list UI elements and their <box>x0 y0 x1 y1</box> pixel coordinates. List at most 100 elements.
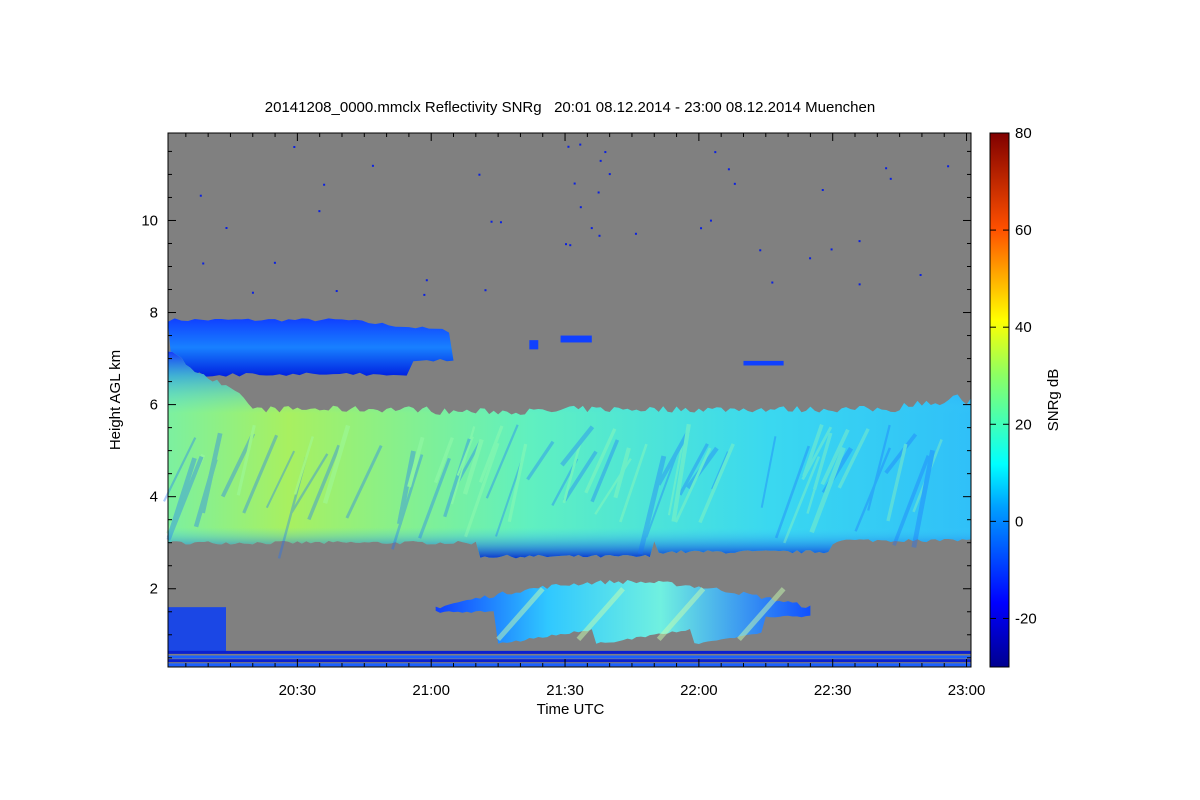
near-surface-band <box>168 663 971 667</box>
echo-patch <box>560 335 592 343</box>
fall-streak <box>551 458 579 507</box>
fall-streak <box>450 426 476 505</box>
fall-streak <box>821 447 854 495</box>
noise-pixel <box>567 145 570 148</box>
x-tick-label: 20:30 <box>279 682 317 699</box>
noise-pixel <box>919 274 922 277</box>
x-tick-label: 22:00 <box>680 682 718 699</box>
noise-pixel <box>858 283 861 286</box>
fall-streak <box>613 447 631 499</box>
fall-streak <box>200 432 223 514</box>
noise-pixel <box>225 227 228 230</box>
fall-streak <box>674 447 712 523</box>
colorbar-tick-label: 80 <box>1015 125 1032 142</box>
plot-frame <box>167 132 972 668</box>
echo-patch <box>743 360 784 366</box>
noise-pixel <box>830 248 833 251</box>
noise-pixel <box>335 290 338 293</box>
noise-pixel <box>202 262 205 265</box>
fall-streak <box>265 450 296 509</box>
fall-streak <box>671 423 691 522</box>
noise-pixel <box>371 164 374 167</box>
y-axis-label: Height AGL km <box>107 350 124 450</box>
fall-streak <box>433 437 454 484</box>
fall-streak <box>820 428 850 486</box>
near-surface-band <box>168 650 971 654</box>
fall-streak <box>594 458 632 515</box>
fall-streak <box>698 443 735 524</box>
chart-title: 20141208_0000.mmclx Reflectivity SNRg 20… <box>264 99 876 116</box>
fall-streak <box>307 444 341 521</box>
fall-streak <box>464 442 500 538</box>
noise-pixel <box>821 189 824 192</box>
noise-pixel <box>604 151 607 154</box>
noise-pixel <box>809 257 812 260</box>
x-tick-label: 22:30 <box>814 682 852 699</box>
fall-streak <box>399 445 422 511</box>
x-axis-label: Time UTC <box>537 701 605 718</box>
fall-streak <box>560 425 595 467</box>
fall-streak <box>166 455 204 541</box>
fall-streak <box>478 425 504 483</box>
fall-streak <box>322 424 351 504</box>
fall-streak <box>886 443 908 522</box>
fall-streak <box>290 453 329 514</box>
noise-pixel <box>251 291 254 294</box>
noise-pixel <box>700 227 703 230</box>
colorbar-tick-label: 40 <box>1015 319 1032 336</box>
fall-streak <box>656 431 690 486</box>
fall-streak <box>806 432 833 514</box>
noise-pixel <box>733 182 736 185</box>
fall-streak <box>450 440 482 495</box>
fall-streak <box>892 455 931 546</box>
low-cloud-band <box>435 580 811 645</box>
y-tick-label: 2 <box>150 581 158 598</box>
fall-streak <box>584 428 617 494</box>
near-surface-band <box>168 655 971 659</box>
noise-pixel <box>490 220 493 223</box>
noise-pixel <box>598 234 601 237</box>
low-band-streak <box>496 587 545 642</box>
colorbar-scale <box>989 132 1010 668</box>
y-tick-label: 6 <box>150 397 158 414</box>
colorbar-tick-label: 20 <box>1015 416 1032 433</box>
y-tick-label: 10 <box>141 212 158 229</box>
low-band-streaks <box>496 587 786 642</box>
noise-pixel <box>947 165 950 168</box>
fall-streak <box>407 436 425 488</box>
low-band-streak <box>737 587 786 642</box>
upper-cloud-layer <box>168 318 454 377</box>
near-surface-band <box>168 659 971 663</box>
fall-streak <box>562 450 598 502</box>
noise-pixel <box>423 293 426 296</box>
noise-pixel <box>565 243 568 246</box>
fall-streak <box>507 443 528 523</box>
fall-streak <box>396 450 416 525</box>
fall-streak <box>912 439 943 513</box>
colorbar-tick-label: 0 <box>1015 513 1023 530</box>
noise-pixel <box>889 177 892 180</box>
noise-pixel <box>199 194 202 197</box>
noise-pixel <box>599 159 602 162</box>
noise-pixel <box>293 146 296 149</box>
noise-pixel <box>714 151 717 154</box>
echo-patch <box>529 340 539 350</box>
fall-streak <box>236 424 256 496</box>
fall-streak <box>783 456 821 544</box>
fall-streak <box>485 424 519 499</box>
colorbar-tick-label: -20 <box>1015 610 1037 627</box>
noise-pixel <box>634 232 637 235</box>
surface-echo-patch <box>168 607 226 654</box>
main-cloud-edge-shading <box>168 351 971 559</box>
x-tick-label: 21:00 <box>412 682 450 699</box>
fall-streak <box>590 439 620 503</box>
fall-streak <box>242 434 279 514</box>
noise-pixel <box>499 221 502 224</box>
fall-streak <box>418 457 451 539</box>
fall-streak <box>456 436 474 476</box>
colorbar-tick-label: 60 <box>1015 222 1032 239</box>
fall-streak <box>760 436 777 508</box>
fall-streak <box>619 443 648 523</box>
fall-streak <box>495 451 526 537</box>
